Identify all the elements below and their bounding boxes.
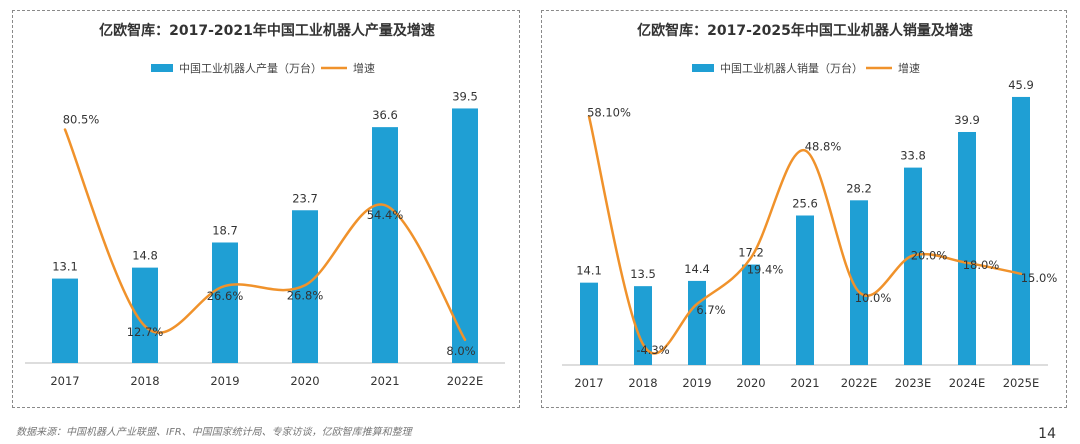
production-legend-bar-swatch [151, 64, 173, 72]
sales-line-label-2021: 48.8% [805, 139, 842, 153]
sales-bar-2017 [580, 282, 598, 365]
production-bar-label-2019: 18.7 [212, 223, 238, 237]
sales-x-tick-2020: 2020 [736, 376, 765, 390]
sales-x-tick-2025E: 2025E [1003, 376, 1040, 390]
sales-line-label-2020: 19.4% [747, 263, 784, 277]
sales-x-tick-2024E: 2024E [949, 376, 986, 390]
sales-line-label-2024E: 18.0% [963, 258, 1000, 272]
sales-bar-label-2022E: 28.2 [846, 181, 872, 195]
sales-x-tick-2017: 2017 [574, 376, 603, 390]
production-line-label-2017: 80.5% [63, 113, 100, 127]
sales-line-label-2025E: 15.0% [1021, 271, 1058, 285]
sales-bar-2023E [904, 167, 922, 365]
sales-growth-line [587, 115, 1023, 355]
production-x-tick-2017: 2017 [50, 374, 79, 388]
production-x-tick-2020: 2020 [290, 374, 319, 388]
production-bar-2022E [452, 108, 478, 363]
sales-bar-2021 [796, 215, 814, 365]
left-chart-panel: 亿欧智库：2017-2021年中国工业机器人产量及增速中国工业机器人产量（万台）… [12, 10, 520, 408]
sales-bar-2019 [688, 280, 706, 365]
sales-legend-line-label: 增速 [898, 61, 920, 75]
sales-x-tick-2018: 2018 [628, 376, 657, 390]
sales-x-tick-2021: 2021 [790, 376, 819, 390]
production-legend: 中国工业机器人产量（万台） 增速 [151, 61, 375, 75]
right-chart-panel: 亿欧智库：2017-2025年中国工业机器人销量及增速 中国工业机器人销量（万台）… [541, 10, 1067, 408]
sales-line-label-2022E: 10.0% [855, 291, 892, 305]
production-bar-label-2021: 36.6 [372, 108, 398, 122]
production-bar-label-2022E: 39.5 [452, 89, 478, 103]
production-x-tick-2021: 2021 [370, 374, 399, 388]
production-chart-title: 亿欧智库：2017-2021年中国工业机器人产量及增速 [99, 22, 435, 39]
production-bar-2019 [212, 242, 238, 363]
production-line-label-2020: 26.8% [287, 288, 324, 302]
sales-line-label-2023E: 20.0% [911, 249, 948, 263]
right-chart-svg: 亿欧智库：2017-2025年中国工业机器人销量及增速中国工业机器人销量（万台）… [562, 22, 1058, 390]
production-legend-bar-label: 中国工业机器人产量（万台） [179, 61, 322, 75]
sales-bar-label-2025E: 45.9 [1008, 78, 1034, 92]
sales-x-tick-2019: 2019 [682, 376, 711, 390]
sales-bar-label-2018: 13.5 [630, 267, 656, 281]
production-bar-label-2020: 23.7 [292, 191, 318, 205]
sales-bar-label-2020: 17.2 [738, 246, 764, 260]
sales-x-tick-2022E: 2022E [841, 376, 878, 390]
production-line-label-2021: 54.4% [367, 208, 404, 222]
sales-x-tick-2023E: 2023E [895, 376, 932, 390]
sales-bar-label-2024E: 39.9 [954, 113, 980, 127]
sales-bar-label-2019: 14.4 [684, 262, 710, 276]
sales-legend-bar-label: 中国工业机器人销量（万台） [720, 61, 863, 75]
sales-line-label-2018: -4.3% [636, 343, 669, 357]
production-x-tick-2018: 2018 [130, 374, 159, 388]
sales-bar-label-2021: 25.6 [792, 196, 818, 210]
sales-legend: 中国工业机器人销量（万台） 增速 [692, 61, 920, 75]
production-bar-label-2018: 14.8 [132, 249, 158, 263]
production-bar-label-2017: 13.1 [52, 260, 78, 274]
production-x-tick-2019: 2019 [210, 374, 239, 388]
production-bar-2017 [52, 278, 78, 363]
sales-bar-label-2023E: 33.8 [900, 149, 926, 163]
page-number: 14 [1038, 426, 1056, 442]
sales-bar-2024E [958, 131, 976, 365]
production-line-label-2022E: 8.0% [446, 344, 475, 358]
sales-bar-label-2017: 14.1 [576, 264, 602, 278]
sales-line-label-2017: 58.10% [587, 105, 631, 119]
sales-bar-2022E [850, 200, 868, 365]
data-source-note: 数据来源：中国机器人产业联盟、IFR、中国国家统计局、专家访谈，亿欧智库推算和整… [16, 427, 412, 438]
production-line-label-2019: 26.6% [207, 289, 244, 303]
production-x-tick-2022E: 2022E [447, 374, 484, 388]
sales-bar-2020 [742, 264, 760, 365]
sales-bar-2025E [1012, 96, 1030, 365]
production-line-label-2018: 12.7% [127, 325, 164, 339]
production-bar-2021 [372, 127, 398, 363]
sales-bar-2018 [634, 286, 652, 365]
sales-legend-bar-swatch [692, 64, 714, 72]
sales-line-label-2019: 6.7% [696, 303, 725, 317]
production-legend-line-label: 增速 [353, 61, 375, 75]
production-growth-line [63, 128, 467, 342]
left-chart-svg: 亿欧智库：2017-2021年中国工业机器人产量及增速中国工业机器人产量（万台）… [25, 22, 505, 388]
sales-chart-title: 亿欧智库：2017-2025年中国工业机器人销量及增速 [637, 22, 973, 39]
